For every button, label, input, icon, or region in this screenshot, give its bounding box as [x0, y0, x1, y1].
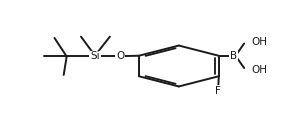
Text: OH: OH — [251, 37, 267, 47]
Text: B: B — [229, 51, 237, 61]
Text: F: F — [215, 86, 221, 96]
Text: O: O — [116, 51, 125, 61]
Text: OH: OH — [251, 65, 267, 75]
Text: Si: Si — [90, 51, 100, 61]
